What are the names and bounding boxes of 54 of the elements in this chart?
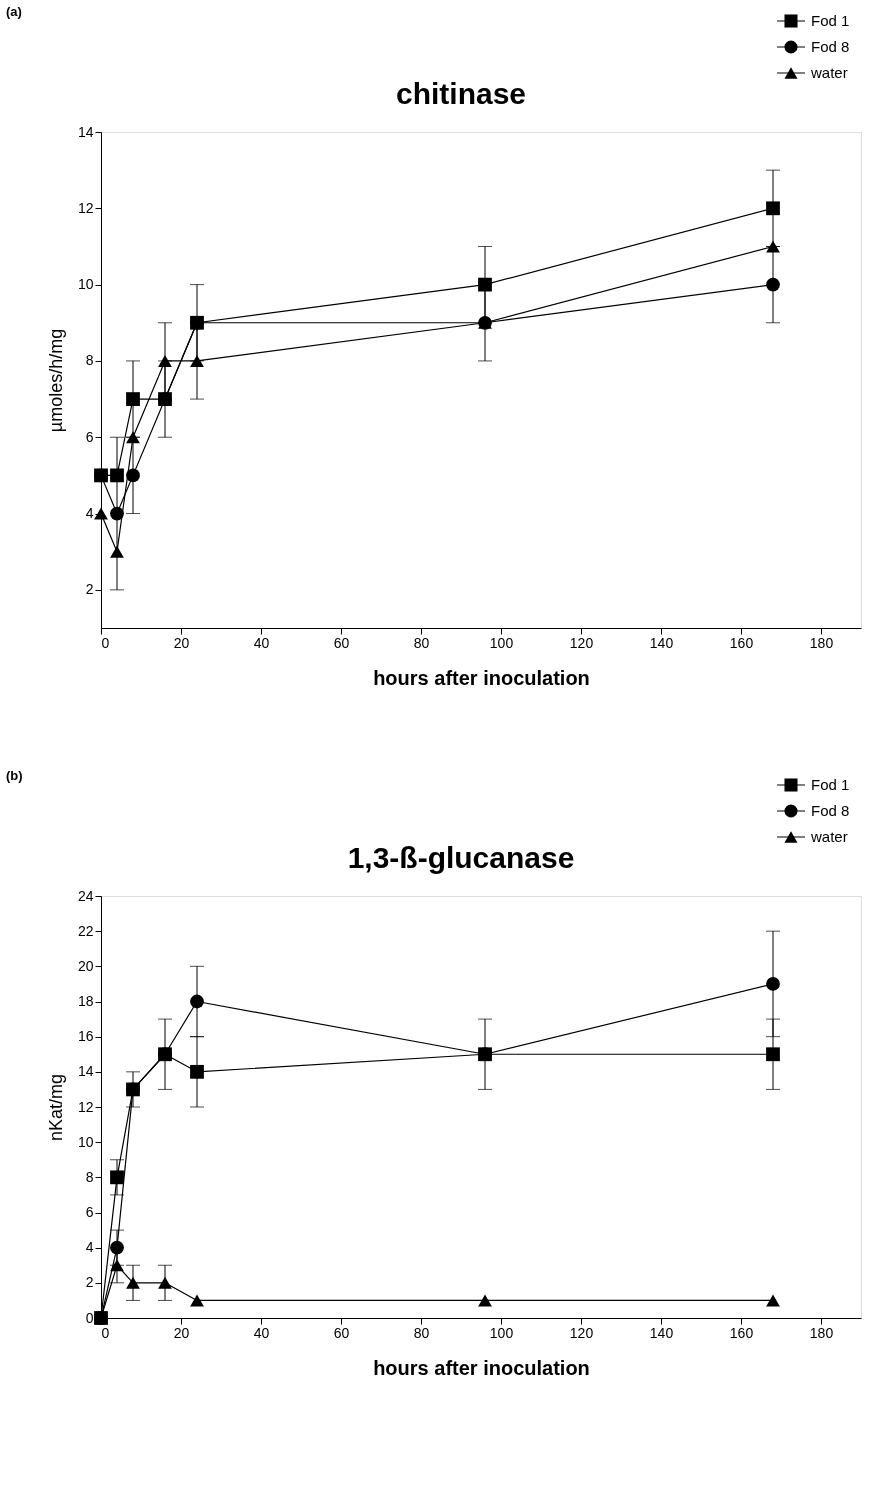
legend-label: water bbox=[810, 64, 848, 81]
x-tick-label: 180 bbox=[809, 634, 834, 651]
y-axis-title: nKat/mg bbox=[45, 1073, 66, 1142]
x-axis-title: hours after inoculation bbox=[373, 666, 590, 689]
x-tick-label: 120 bbox=[569, 634, 594, 651]
x-tick-label: 40 bbox=[253, 634, 270, 651]
x-tick-label: 140 bbox=[649, 634, 674, 651]
y-tick-label: 4 bbox=[85, 505, 94, 522]
y-tick-label: 12 bbox=[77, 199, 94, 216]
y-tick-label: 14 bbox=[77, 123, 94, 140]
y-tick-label: 10 bbox=[77, 276, 94, 293]
y-tick-label: 20 bbox=[77, 957, 94, 974]
x-tick-label: 20 bbox=[173, 634, 190, 651]
y-tick-label: 0 bbox=[85, 1309, 94, 1326]
x-tick-label: 60 bbox=[333, 634, 350, 651]
x-tick-label: 120 bbox=[569, 1324, 594, 1341]
x-tick-label: 180 bbox=[809, 1324, 834, 1341]
x-tick-label: 160 bbox=[729, 1324, 754, 1341]
legend-label: Fod 8 bbox=[811, 38, 850, 55]
y-tick-label: 18 bbox=[77, 993, 94, 1009]
y-tick-label: 10 bbox=[77, 1133, 94, 1150]
x-tick-label: 100 bbox=[489, 1324, 514, 1341]
y-tick-label: 6 bbox=[85, 428, 94, 445]
x-tick-label: 160 bbox=[729, 634, 754, 651]
text: (b) bbox=[6, 768, 23, 783]
y-axis-title: µmoles/h/mg bbox=[45, 328, 66, 433]
x-axis-title: hours after inoculation bbox=[373, 1356, 590, 1379]
x-tick-label: 20 bbox=[173, 1324, 190, 1341]
legend-label: Fod 1 bbox=[811, 12, 850, 29]
x-tick-label: 80 bbox=[413, 1324, 430, 1341]
y-tick-label: 22 bbox=[77, 922, 94, 939]
x-tick-label: 140 bbox=[649, 1324, 674, 1341]
y-tick-label: 16 bbox=[77, 1028, 94, 1045]
x-tick-label: 60 bbox=[333, 1324, 350, 1341]
y-tick-label: 2 bbox=[85, 1274, 94, 1291]
legend-label: Fod 8 bbox=[811, 802, 850, 819]
y-tick-label: 24 bbox=[77, 887, 94, 904]
x-tick-label: 100 bbox=[489, 634, 514, 651]
y-tick-label: 8 bbox=[85, 352, 94, 369]
chart-title: 1,3-ß-glucanase bbox=[347, 841, 575, 874]
x-tick-label: 0 bbox=[101, 634, 110, 651]
y-tick-label: 6 bbox=[85, 1204, 94, 1220]
legend-label: Fod 1 bbox=[811, 776, 850, 793]
legend-label: water bbox=[810, 828, 848, 845]
chart-title: chitinase bbox=[395, 77, 527, 110]
x-tick-label: 80 bbox=[413, 634, 430, 651]
y-tick-label: 2 bbox=[85, 581, 94, 598]
x-tick-label: 40 bbox=[253, 1324, 270, 1341]
text: (a) bbox=[6, 4, 22, 19]
y-tick-label: 12 bbox=[77, 1098, 94, 1115]
y-tick-label: 4 bbox=[85, 1239, 94, 1256]
x-tick-label: 0 bbox=[101, 1324, 110, 1341]
y-tick-label: 14 bbox=[77, 1063, 94, 1080]
y-tick-label: 8 bbox=[85, 1168, 94, 1185]
